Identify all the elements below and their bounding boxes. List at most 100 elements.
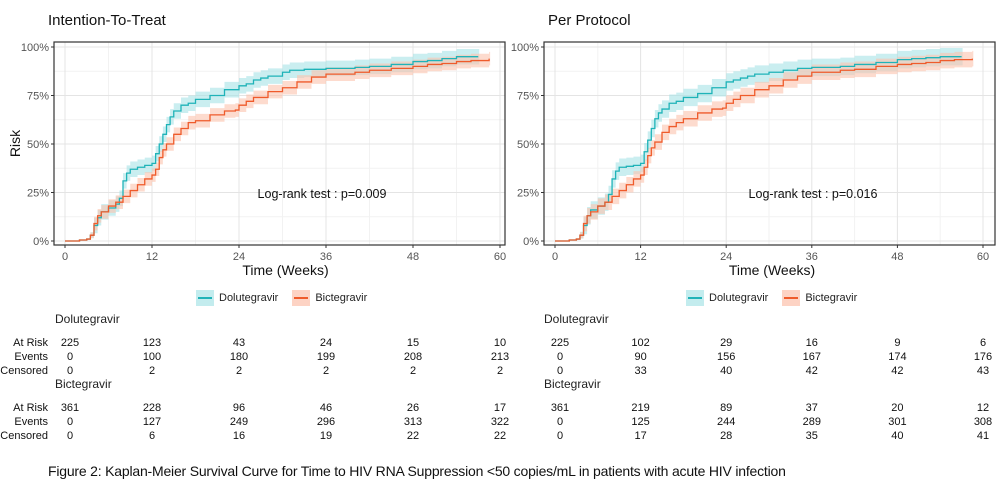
risk-table-cell: 29 — [720, 337, 733, 349]
x-tick-label: 0 — [62, 251, 68, 263]
risk-table-cell: 17 — [634, 430, 647, 442]
risk-table-cell: 15 — [406, 337, 420, 349]
risk-table-row-label: Censored — [0, 430, 48, 442]
plot-frame — [53, 41, 506, 246]
risk-table-cell: 24 — [319, 337, 333, 349]
risk-table-group-label: Bictegravir — [544, 377, 601, 391]
km-curve-bictegravir — [555, 58, 973, 242]
risk-table-cell: 0 — [556, 416, 564, 428]
log-rank-annotation: Log-rank test : p=0.016 — [749, 187, 878, 201]
risk-table-cell: 33 — [634, 365, 647, 377]
x-tick-label: 24 — [720, 251, 732, 263]
risk-table-cell: 174 — [888, 351, 907, 363]
risk-table-cell: 12 — [976, 402, 990, 414]
risk-table-cell: 0 — [66, 416, 74, 428]
risk-table-cell: 28 — [720, 430, 733, 442]
risk-table-row-label: Censored — [0, 365, 48, 377]
risk-table-cell: 180 — [229, 351, 249, 363]
y-tick-label: 100% — [511, 42, 539, 54]
risk-table-cell: 46 — [319, 402, 333, 414]
legend-label-dolutegravir: Dolutegravir — [709, 292, 769, 304]
y-tick-label: 100% — [21, 42, 49, 54]
risk-table-cell: 6 — [979, 337, 987, 349]
risk-table-cell: 96 — [232, 402, 246, 414]
risk-table-cell: 361 — [550, 402, 570, 414]
y-tick-label: 75% — [27, 91, 49, 103]
risk-table-cell: 308 — [973, 416, 993, 428]
risk-table-cell: 225 — [60, 337, 80, 349]
risk-table-cell: 42 — [891, 365, 904, 377]
risk-table-group-label: Dolutegravir — [55, 312, 120, 326]
risk-table-cell: 35 — [805, 430, 818, 442]
pp-plot-panel: 0 12 24 36 48 60 0% 25% 50% 75% 100% Log-rank test … — [511, 41, 996, 278]
km-curve-dolutegravir — [65, 56, 479, 242]
x-tick-label: 0 — [552, 251, 558, 263]
risk-table-cell: 301 — [888, 416, 907, 428]
risk-table-cell: 228 — [142, 402, 162, 414]
risk-table-cell: 296 — [316, 416, 336, 428]
risk-table-cell: 0 — [556, 351, 564, 363]
risk-table-group-label: Dolutegravir — [544, 312, 609, 326]
km-curve-bictegravir — [65, 58, 490, 242]
risk-table-cell: 249 — [229, 416, 249, 428]
risk-table-cell: 42 — [805, 365, 818, 377]
plot-frame — [543, 41, 996, 246]
x-tick-label: 48 — [891, 251, 903, 263]
risk-table-cell: 156 — [717, 351, 736, 363]
risk-table-cell: 22 — [406, 430, 420, 442]
ci-band-bictegravir — [555, 50, 974, 241]
risk-table-cell: 16 — [232, 430, 246, 442]
risk-table-cell: 100 — [142, 351, 162, 363]
x-tick-label: 24 — [233, 251, 245, 263]
x-tick-label: 12 — [634, 251, 646, 263]
risk-table-cell: 43 — [232, 337, 246, 349]
risk-table-row-label: Events — [14, 351, 48, 363]
risk-table-cell: 322 — [490, 416, 510, 428]
risk-table-cell: 40 — [891, 430, 904, 442]
x-tick-label: 36 — [320, 251, 332, 263]
risk-table-cell: 43 — [976, 365, 990, 377]
risk-table-cell: 2 — [148, 365, 156, 377]
risk-table-cell: 37 — [805, 402, 818, 414]
risk-table-cell: 2 — [496, 365, 504, 377]
y-tick-label: 50% — [27, 139, 49, 151]
x-tick-label: 60 — [494, 251, 506, 263]
x-axis-title: Time (Weeks) — [242, 262, 328, 278]
x-tick-label: 48 — [407, 251, 419, 263]
risk-table-cell: 6 — [148, 430, 156, 442]
risk-table-cell: 125 — [631, 416, 650, 428]
risk-table-cell: 225 — [550, 337, 570, 349]
figure-caption: Figure 2: Kaplan-Meier Survival Curve fo… — [48, 463, 786, 479]
risk-table-cell: 90 — [634, 351, 647, 363]
risk-table-cell: 20 — [891, 402, 904, 414]
risk-table-cell: 17 — [493, 402, 507, 414]
risk-table-cell: 127 — [142, 416, 162, 428]
y-tick-label: 25% — [27, 188, 49, 200]
risk-table-cell: 199 — [316, 351, 336, 363]
legend-label-dolutegravir: Dolutegravir — [219, 292, 279, 304]
risk-table-cell: 167 — [802, 351, 821, 363]
risk-table-cell: 41 — [976, 430, 990, 442]
risk-table-row-label: Events — [14, 416, 48, 428]
risk-table-cell: 89 — [720, 402, 733, 414]
pp-panel-title: Per Protocol — [548, 12, 631, 29]
risk-table-cell: 176 — [973, 351, 993, 363]
ci-band-bictegravir — [65, 51, 491, 241]
risk-table-group-label: Bictegravir — [55, 377, 112, 391]
risk-table-cell: 219 — [631, 402, 650, 414]
risk-table-cell: 9 — [894, 337, 901, 349]
y-tick-label: 0% — [523, 236, 539, 248]
risk-table-cell: 19 — [319, 430, 333, 442]
risk-table-cell: 213 — [490, 351, 510, 363]
risk-table-row-label: At Risk — [13, 337, 48, 349]
risk-table-cell: 102 — [631, 337, 650, 349]
risk-table-cell: 244 — [717, 416, 736, 428]
x-tick-label: 60 — [977, 251, 989, 263]
log-rank-annotation: Log-rank test : p=0.009 — [258, 187, 387, 201]
legend-label-bictegravir: Bictegravir — [805, 292, 858, 304]
risk-table-cell: 0 — [66, 351, 74, 363]
risk-table-row-label: At Risk — [13, 402, 48, 414]
y-tick-label: 25% — [517, 188, 539, 200]
legend-key-bictegravir — [782, 290, 801, 306]
risk-table-cell: 26 — [406, 402, 420, 414]
